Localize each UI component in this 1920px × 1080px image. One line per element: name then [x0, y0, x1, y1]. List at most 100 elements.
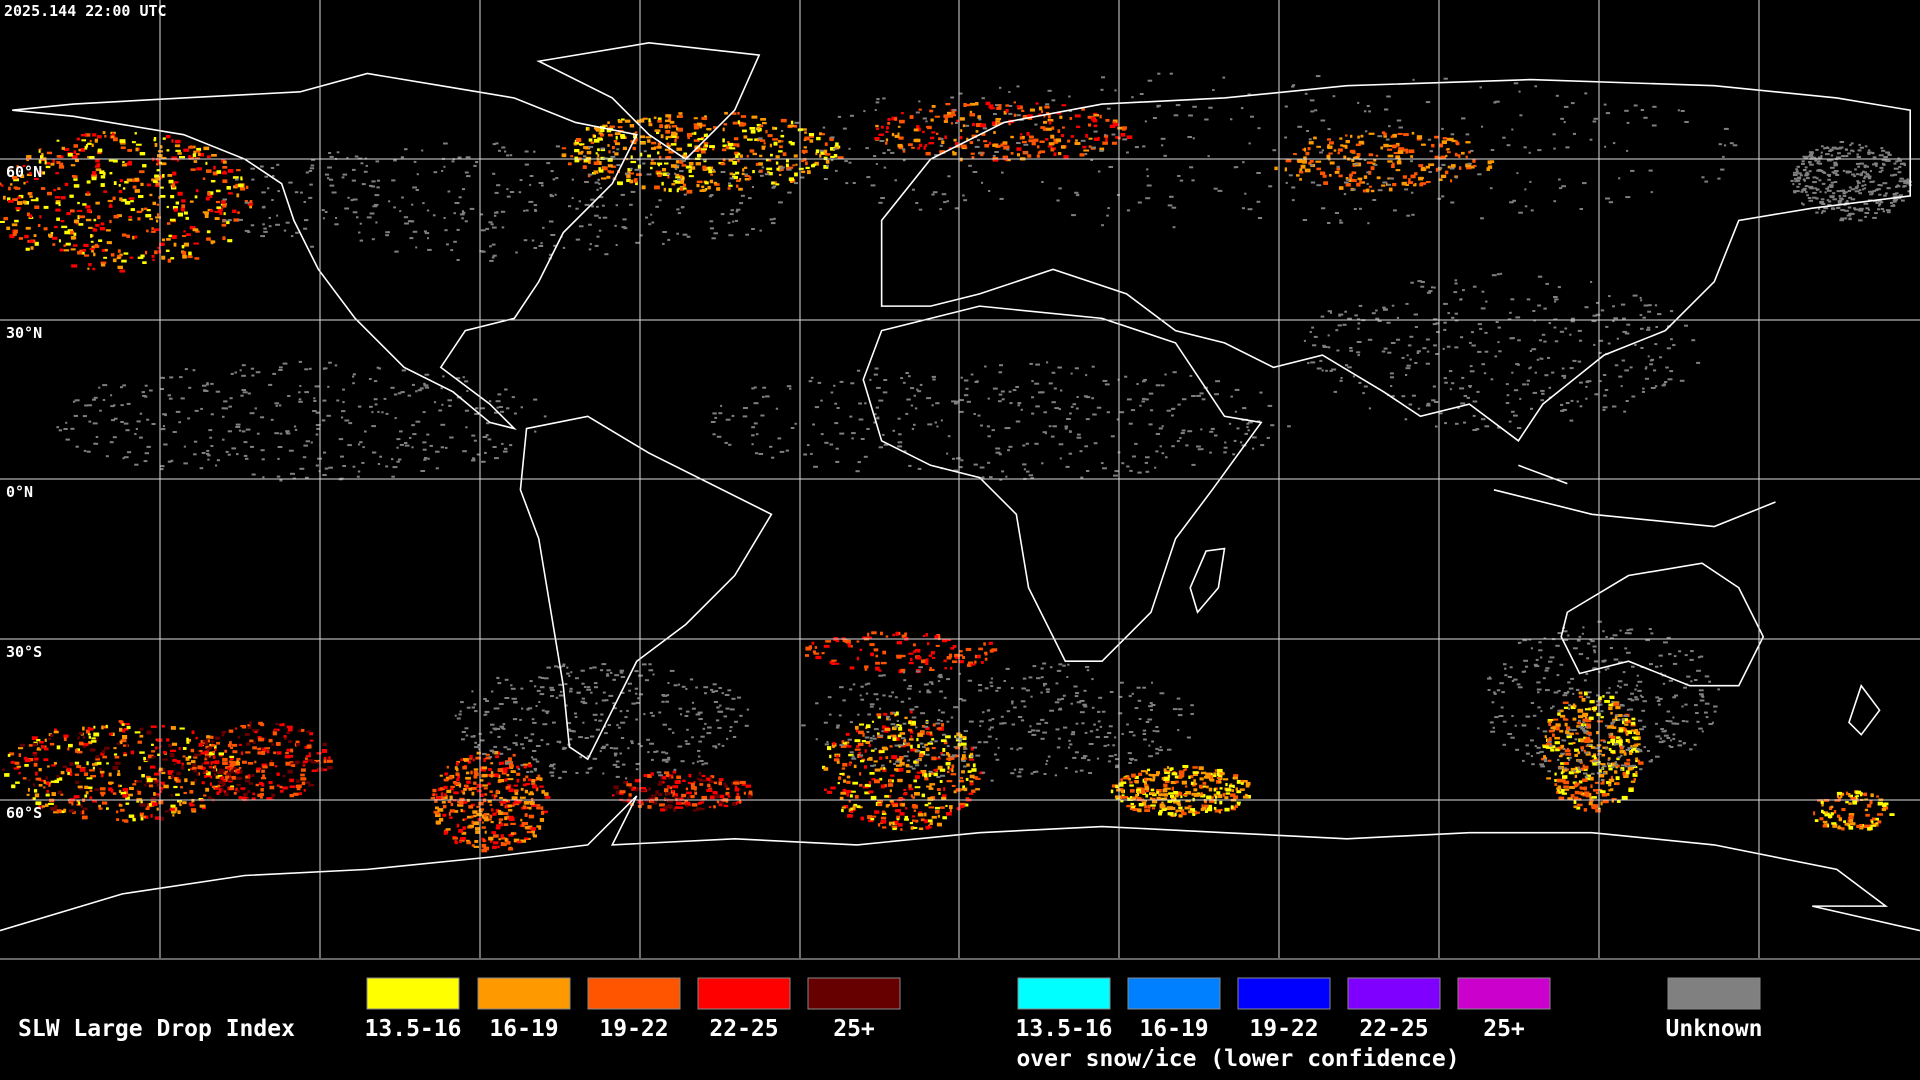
speckle	[122, 819, 128, 822]
speckle	[261, 751, 266, 755]
speckle	[483, 787, 488, 790]
speckle	[190, 168, 196, 171]
speckle	[1625, 196, 1631, 199]
speckle	[57, 187, 61, 191]
speckle	[621, 226, 626, 229]
speckle	[94, 138, 98, 143]
speckle	[1610, 775, 1613, 780]
speckle	[474, 772, 479, 777]
speckle	[570, 155, 574, 158]
speckle	[70, 209, 75, 213]
speckle	[823, 165, 829, 169]
speckle	[2, 768, 5, 771]
speckle	[616, 790, 620, 795]
speckle	[1192, 766, 1198, 769]
speckle	[222, 438, 225, 441]
speckle	[805, 654, 810, 657]
speckle	[524, 837, 529, 840]
speckle	[458, 784, 462, 788]
speckle	[1159, 809, 1163, 814]
speckle	[1268, 185, 1273, 188]
speckle	[1332, 95, 1336, 98]
speckle	[13, 229, 18, 234]
speckle	[913, 826, 918, 829]
speckle	[678, 115, 684, 118]
speckle	[427, 248, 432, 251]
speckle	[699, 799, 705, 802]
speckle	[121, 723, 125, 726]
speckle	[1416, 135, 1423, 139]
speckle	[775, 155, 780, 159]
speckle	[928, 142, 935, 145]
speckle	[905, 742, 911, 747]
speckle	[1388, 125, 1391, 128]
speckle	[305, 171, 309, 174]
speckle	[755, 162, 758, 166]
speckle	[780, 118, 787, 123]
speckle	[1325, 369, 1328, 372]
speckle	[129, 256, 134, 259]
speckle	[841, 806, 847, 809]
speckle	[1600, 782, 1605, 785]
speckle	[508, 788, 514, 793]
speckle	[1602, 374, 1607, 376]
speckle	[470, 787, 477, 791]
speckle	[1578, 791, 1583, 795]
speckle	[1432, 318, 1438, 321]
speckle	[491, 794, 494, 797]
speckle	[110, 788, 114, 793]
speckle	[1158, 793, 1164, 797]
speckle	[227, 744, 232, 748]
speckle	[1110, 789, 1114, 794]
speckle	[1433, 401, 1439, 403]
speckle	[1304, 147, 1307, 152]
speckle	[1608, 747, 1612, 752]
speckle	[68, 799, 73, 804]
speckle	[232, 209, 237, 214]
speckle	[235, 769, 239, 773]
speckle	[974, 145, 980, 148]
speckle	[12, 232, 17, 236]
speckle	[1371, 312, 1376, 315]
speckle	[1600, 716, 1604, 719]
speckle	[482, 784, 488, 787]
speckle	[1877, 820, 1882, 824]
speckle	[38, 778, 41, 781]
speckle	[1045, 127, 1052, 131]
speckle	[617, 126, 623, 129]
speckle	[712, 169, 716, 172]
speckle	[63, 148, 70, 151]
speckle	[1513, 82, 1519, 85]
speckle	[781, 140, 784, 143]
speckle	[1468, 150, 1471, 154]
speckle	[561, 147, 567, 150]
speckle	[952, 150, 955, 153]
speckle	[677, 797, 684, 801]
speckle	[28, 779, 31, 782]
speckle	[75, 748, 78, 753]
speckle	[847, 745, 852, 748]
speckle	[931, 105, 936, 108]
speckle	[1579, 786, 1583, 790]
speckle	[1340, 144, 1344, 147]
speckle	[988, 141, 992, 145]
speckle	[314, 759, 320, 763]
speckle	[1149, 797, 1153, 800]
speckle	[216, 170, 222, 174]
speckle	[134, 132, 137, 135]
speckle	[302, 762, 306, 767]
speckle	[641, 802, 644, 806]
speckle	[1300, 164, 1306, 169]
speckle	[890, 711, 894, 715]
speckle	[1101, 224, 1104, 227]
speckle	[608, 150, 611, 154]
speckle	[744, 177, 750, 181]
speckle	[165, 249, 170, 252]
speckle	[92, 799, 97, 803]
speckle	[74, 773, 80, 776]
speckle	[1585, 397, 1588, 400]
speckle	[1087, 115, 1094, 119]
speckle	[1867, 827, 1872, 831]
speckle	[531, 804, 537, 807]
speckle	[1338, 313, 1344, 316]
